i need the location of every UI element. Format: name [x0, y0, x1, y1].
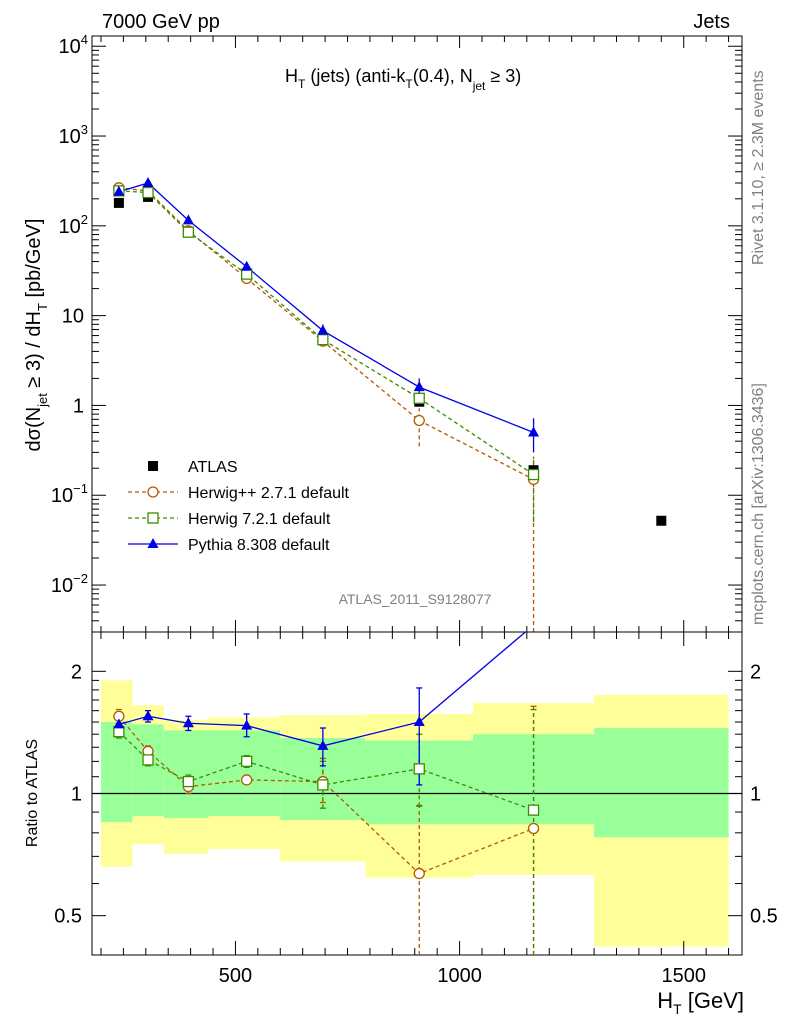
ratio-y-tick-label-right: 1 — [750, 784, 761, 806]
ratio-y-tick-label: 2 — [71, 661, 82, 683]
ylabel-t-sub: T — [35, 303, 50, 311]
xlabel-unit: [GeV] — [682, 988, 744, 1013]
ratio-data-point — [142, 710, 154, 721]
ratio-data-point — [413, 763, 425, 775]
legend-label: Herwig 7.2.1 default — [188, 511, 331, 528]
main-data-point — [527, 468, 540, 481]
title-part1: (jets) (anti-k — [305, 66, 406, 86]
main-y-tick-label: 10 — [62, 306, 84, 328]
ylabel-c: [pb/GeV] — [23, 219, 45, 304]
ratio-inner-band — [208, 730, 281, 817]
legend-marker — [147, 486, 159, 498]
main-data-point — [413, 381, 425, 392]
xlabel-h: H — [657, 988, 673, 1013]
ratio-data-point — [182, 717, 194, 728]
ratio-y-tick-label-right: 2 — [750, 661, 761, 683]
ylabel-jet-sub: jet — [35, 393, 50, 408]
ratio-data-point — [527, 804, 540, 816]
main-panel: 10−2 10−1 1 10 102 103 104 — [51, 32, 743, 633]
legend-label: ATLAS — [188, 459, 238, 476]
legend-label: Pythia 8.308 default — [188, 537, 330, 554]
main-data-point — [413, 414, 425, 427]
main-data-point — [317, 334, 329, 346]
ratio-y-tick-label-right: 0.5 — [750, 906, 778, 928]
main-y-tick-label: 104 — [59, 32, 88, 58]
ylabel-a: dσ(N — [23, 407, 45, 452]
header-right: Jets — [693, 11, 730, 33]
ratio-data-point — [241, 719, 253, 730]
main-data-point — [142, 186, 154, 199]
xlabel-t-sub: T — [673, 1001, 682, 1017]
main-data-point — [142, 176, 154, 187]
ratio-data-point — [413, 867, 425, 880]
legend-marker — [147, 512, 159, 524]
x-tick-label: 1500 — [661, 965, 706, 987]
main-data-point — [182, 214, 194, 225]
ratio-panel: 500 1000 1500 0.5 0.5 1 1 2 2 — [54, 631, 778, 987]
ratio-y-axis-label: Ratio to ATLAS — [24, 739, 41, 847]
ratio-data-point — [241, 774, 253, 786]
main-data-point — [656, 515, 667, 526]
header-left: 7000 GeV pp — [102, 11, 220, 33]
ratio-data-point — [317, 779, 329, 791]
legend: ATLAS Herwig++ 2.7.1 default Herwig 7.2.1 … — [128, 459, 350, 554]
title-kt-sub: T — [405, 77, 413, 91]
analysis-id: ATLAS_2011_S9128077 — [339, 591, 492, 607]
ratio-inner-band — [594, 728, 729, 838]
title-part2: (0.4), N — [413, 66, 473, 86]
mcplots-text: mcplots.cern.ch [arXiv:1306.3436] — [750, 383, 767, 625]
x-tick-label: 500 — [219, 965, 252, 987]
main-y-tick-label: 10−1 — [51, 481, 88, 507]
title-h: H — [285, 66, 298, 86]
main-data-point — [182, 226, 195, 238]
x-tick-label: 1000 — [437, 965, 482, 987]
ratio-data-point — [241, 755, 253, 768]
legend-marker — [148, 461, 158, 471]
main-data-point — [528, 426, 540, 437]
main-y-tick-label: 1 — [73, 395, 84, 417]
x-axis-label: HT [GeV] — [657, 988, 744, 1017]
ratio-data-point — [317, 739, 329, 750]
legend-label: Herwig++ 2.7.1 default — [188, 485, 350, 502]
legend-marker — [147, 538, 159, 548]
plot-title: HT (jets) (anti-kT(0.4), Njet ≥ 3) — [285, 66, 521, 93]
ratio-data-point — [113, 718, 125, 729]
main-y-tick-label: 10−2 — [51, 571, 88, 597]
main-data-point — [317, 324, 329, 335]
ylabel-b: ≥ 3) / dH — [23, 311, 45, 393]
main-y-axis-label: dσ(Njet ≥ 3) / dHT [pb/GeV] — [23, 219, 50, 452]
main-y-tick-label: 103 — [59, 122, 88, 148]
title-h-sub: T — [298, 77, 306, 91]
ratio-data-point — [413, 716, 425, 727]
main-y-tick-label: 102 — [59, 212, 88, 238]
title-jet-sub: jet — [472, 79, 486, 93]
rivet-version-text: Rivet 3.1.10, ≥ 2.3M events — [750, 70, 767, 265]
ratio-y-tick-label: 1 — [71, 784, 82, 806]
ratio-inner-band — [163, 730, 209, 819]
main-data-point — [113, 185, 125, 196]
ratio-data-point — [182, 775, 195, 788]
ratio-data-point — [142, 754, 154, 766]
main-data-point — [241, 260, 253, 271]
main-series-line — [118, 182, 534, 434]
ratio-inner-band — [100, 722, 133, 823]
ratio-y-tick-label: 0.5 — [54, 906, 82, 928]
title-part3: ≥ 3) — [485, 66, 521, 86]
main-data-point — [113, 197, 124, 208]
ratio-data-point — [527, 822, 540, 835]
main-data-point — [413, 392, 425, 404]
